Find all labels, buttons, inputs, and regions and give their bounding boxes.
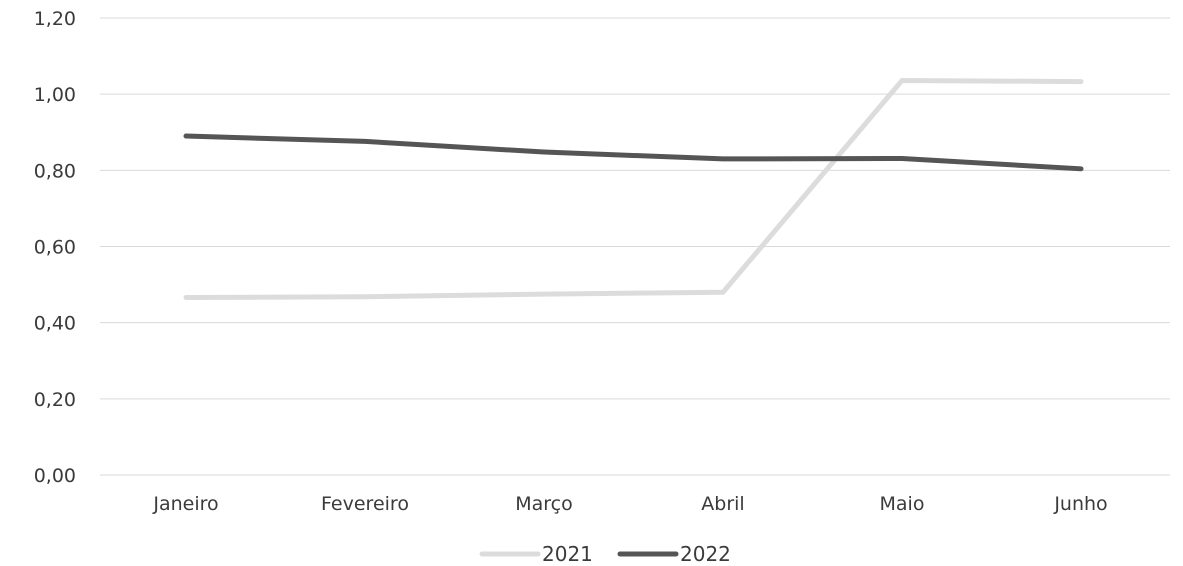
legend-label-2022: 2022 (680, 542, 731, 566)
y-tick-label: 0,60 (34, 237, 76, 259)
x-tick-label: Fevereiro (321, 493, 409, 515)
x-tick-label: Março (515, 493, 573, 515)
y-tick-label: 0,40 (34, 313, 76, 335)
series-group (183, 77, 1084, 301)
legend-label-2021: 2021 (542, 542, 593, 566)
x-axis: Janeiro Fevereiro Março Abril Maio Junho (152, 493, 1107, 515)
x-tick-label: Junho (1053, 493, 1107, 515)
y-tick-label: 0,20 (34, 389, 76, 411)
x-tick-label: Maio (880, 493, 925, 515)
x-tick-label: Abril (701, 493, 744, 515)
x-tick-label: Janeiro (152, 493, 218, 515)
legend: 2021 2022 (479, 542, 731, 566)
y-tick-label: 1,00 (34, 84, 76, 106)
series-line-2022 (183, 133, 1084, 172)
series-line-2021 (183, 77, 1084, 301)
gridlines (100, 17, 1170, 476)
y-axis: 0,00 0,20 0,40 0,60 0,80 1,00 1,20 (34, 8, 76, 487)
y-tick-label: 1,20 (34, 8, 76, 30)
y-tick-label: 0,80 (34, 160, 76, 182)
y-tick-label: 0,00 (34, 465, 76, 487)
